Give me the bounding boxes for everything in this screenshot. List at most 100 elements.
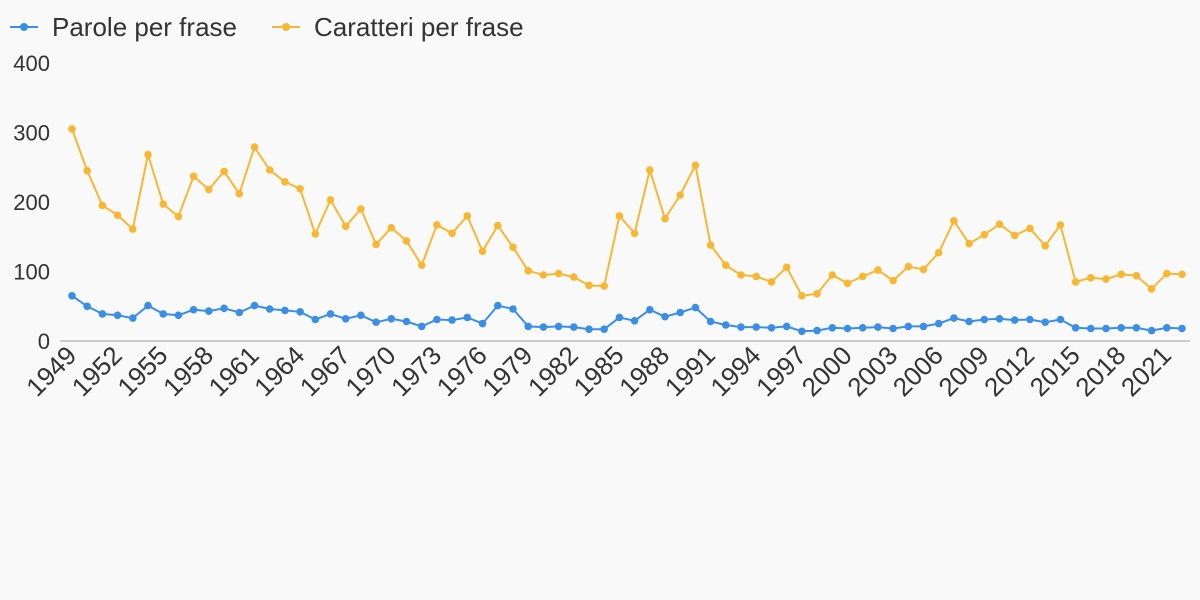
data-point[interactable] xyxy=(585,325,593,334)
data-point[interactable] xyxy=(83,166,91,175)
data-point[interactable] xyxy=(858,272,867,281)
data-point[interactable] xyxy=(798,327,806,336)
data-point[interactable] xyxy=(570,323,578,331)
data-point[interactable] xyxy=(402,317,411,326)
data-point[interactable] xyxy=(889,324,897,333)
data-point[interactable] xyxy=(159,310,167,318)
data-point[interactable] xyxy=(1056,221,1065,229)
data-point[interactable] xyxy=(1087,324,1095,333)
data-point[interactable] xyxy=(265,305,274,313)
data-point[interactable] xyxy=(630,317,639,325)
data-point[interactable] xyxy=(341,315,350,323)
data-point[interactable] xyxy=(691,303,700,312)
data-point[interactable] xyxy=(615,313,624,322)
data-point[interactable] xyxy=(205,185,213,194)
data-point[interactable] xyxy=(494,301,502,310)
data-point[interactable] xyxy=(1178,270,1186,279)
data-point[interactable] xyxy=(1071,278,1080,286)
data-point[interactable] xyxy=(129,314,137,322)
data-point[interactable] xyxy=(1071,324,1080,332)
data-point[interactable] xyxy=(737,271,745,279)
data-point[interactable] xyxy=(646,305,654,314)
data-point[interactable] xyxy=(646,166,654,174)
data-point[interactable] xyxy=(950,217,958,225)
data-point[interactable] xyxy=(676,308,684,317)
data-point[interactable] xyxy=(463,313,472,322)
data-point[interactable] xyxy=(1178,324,1186,333)
data-point[interactable] xyxy=(919,265,928,274)
data-point[interactable] xyxy=(296,308,304,316)
data-point[interactable] xyxy=(1056,315,1065,324)
data-point[interactable] xyxy=(478,319,487,328)
data-point[interactable] xyxy=(250,301,259,310)
data-point[interactable] xyxy=(113,211,122,219)
data-point[interactable] xyxy=(1102,275,1110,283)
data-point[interactable] xyxy=(326,310,335,318)
data-point[interactable] xyxy=(98,201,107,210)
data-point[interactable] xyxy=(691,161,700,169)
data-point[interactable] xyxy=(889,276,897,285)
data-point[interactable] xyxy=(798,292,806,300)
data-point[interactable] xyxy=(874,266,882,274)
data-point[interactable] xyxy=(463,212,472,220)
data-point[interactable] xyxy=(235,308,244,317)
data-point[interactable] xyxy=(995,220,1004,228)
data-point[interactable] xyxy=(782,263,791,272)
data-point[interactable] xyxy=(281,306,289,315)
data-point[interactable] xyxy=(341,222,350,231)
data-point[interactable] xyxy=(311,230,320,238)
data-point[interactable] xyxy=(554,269,563,278)
data-point[interactable] xyxy=(524,322,532,331)
data-point[interactable] xyxy=(843,324,852,333)
data-point[interactable] xyxy=(722,261,730,270)
data-point[interactable] xyxy=(813,289,821,298)
data-point[interactable] xyxy=(919,322,928,331)
data-point[interactable] xyxy=(600,325,608,334)
data-point[interactable] xyxy=(433,221,441,229)
data-point[interactable] xyxy=(661,312,669,321)
data-point[interactable] xyxy=(357,205,365,213)
data-point[interactable] xyxy=(1132,271,1141,280)
data-point[interactable] xyxy=(904,322,913,331)
data-point[interactable] xyxy=(828,324,837,332)
data-point[interactable] xyxy=(357,311,365,320)
data-point[interactable] xyxy=(843,279,852,288)
data-point[interactable] xyxy=(402,237,411,245)
data-point[interactable] xyxy=(782,322,791,331)
data-point[interactable] xyxy=(539,271,548,279)
data-point[interactable] xyxy=(478,247,487,256)
data-point[interactable] xyxy=(1041,242,1049,250)
data-point[interactable] xyxy=(144,301,152,310)
data-point[interactable] xyxy=(1132,324,1141,332)
data-point[interactable] xyxy=(417,322,426,331)
data-point[interactable] xyxy=(995,315,1004,323)
data-point[interactable] xyxy=(661,214,669,223)
data-point[interactable] xyxy=(205,307,213,315)
data-point[interactable] xyxy=(965,239,973,248)
data-point[interactable] xyxy=(129,225,137,233)
data-point[interactable] xyxy=(813,326,821,335)
data-point[interactable] xyxy=(509,243,517,251)
data-point[interactable] xyxy=(235,189,244,198)
data-point[interactable] xyxy=(189,172,198,181)
data-point[interactable] xyxy=(220,304,228,313)
data-point[interactable] xyxy=(159,200,167,208)
data-point[interactable] xyxy=(372,240,380,249)
data-point[interactable] xyxy=(539,323,548,331)
data-point[interactable] xyxy=(68,125,76,133)
data-point[interactable] xyxy=(250,143,259,151)
data-point[interactable] xyxy=(752,272,760,281)
data-point[interactable] xyxy=(265,166,274,174)
data-point[interactable] xyxy=(1087,274,1095,282)
data-point[interactable] xyxy=(1026,315,1034,324)
data-point[interactable] xyxy=(311,315,320,324)
data-point[interactable] xyxy=(174,212,183,221)
data-point[interactable] xyxy=(281,178,289,186)
data-point[interactable] xyxy=(98,310,107,318)
data-point[interactable] xyxy=(737,323,745,331)
data-point[interactable] xyxy=(934,319,943,328)
data-point[interactable] xyxy=(554,322,563,331)
data-point[interactable] xyxy=(904,262,913,271)
data-point[interactable] xyxy=(1163,324,1171,332)
data-point[interactable] xyxy=(600,282,608,290)
